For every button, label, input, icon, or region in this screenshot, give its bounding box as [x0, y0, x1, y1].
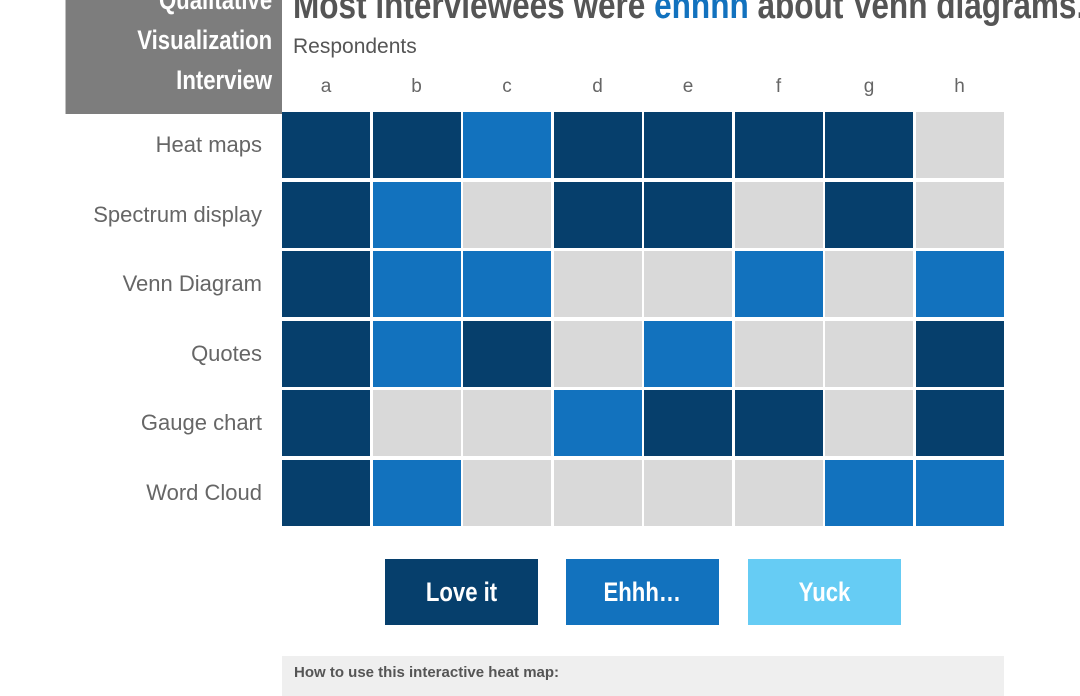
heatmap-cell[interactable] [553, 112, 642, 178]
column-label-h: h [954, 76, 965, 97]
heatmap-cell[interactable] [915, 320, 1004, 387]
legend-ehhh-button[interactable]: Ehhh… [566, 559, 719, 625]
row-label: Spectrum display [93, 201, 262, 227]
heatmap-cell[interactable] [825, 460, 913, 526]
heatmap-cell[interactable] [463, 112, 551, 178]
heatmap-cell[interactable] [282, 320, 370, 387]
heatmap-cell[interactable] [825, 320, 913, 387]
legend-yuck-button[interactable]: Yuck [748, 559, 901, 625]
column-label-g: g [863, 76, 875, 97]
heatmap-cell[interactable] [372, 181, 461, 248]
row-label: Word Cloud [146, 480, 262, 505]
column-label-a: a [320, 76, 332, 97]
heatmap-cell[interactable] [644, 390, 732, 457]
heatmap-cell[interactable] [915, 181, 1004, 248]
column-label-b: b [411, 76, 422, 97]
heatmap-cell[interactable] [553, 390, 642, 457]
heatmap-cell[interactable] [463, 320, 551, 387]
heatmap-cell[interactable] [734, 181, 823, 248]
heatmap-cell[interactable] [463, 460, 551, 526]
heatmap-cell[interactable] [915, 460, 1004, 526]
headline-before: Most interviewees were [293, 0, 655, 27]
heatmap-cell[interactable] [825, 251, 913, 318]
title-box: Qualitative Visualization Interview [65, 0, 282, 114]
row-label: Heat maps [155, 132, 262, 157]
heatmap-cell[interactable] [734, 390, 823, 457]
heatmap-cell[interactable] [644, 112, 732, 178]
column-label-f: f [775, 76, 782, 97]
column-label-c: c [502, 76, 512, 97]
column-label-e: e [682, 76, 694, 97]
heatmap-cell[interactable] [372, 112, 461, 178]
howto-text: How to use this interactive heat map: [294, 664, 560, 681]
title-line-1: Qualitative [158, 0, 273, 15]
heatmap-cell[interactable] [282, 390, 370, 457]
heatmap-cell[interactable] [734, 460, 823, 526]
heatmap-cell[interactable] [372, 390, 461, 457]
heatmap-cell[interactable] [825, 390, 913, 457]
heatmap-cell[interactable] [915, 112, 1004, 178]
heatmap-cell[interactable] [553, 181, 642, 248]
heatmap-cell[interactable] [463, 390, 551, 457]
legend-love-label: Love it [425, 577, 498, 607]
heatmap-cell[interactable] [282, 181, 370, 248]
heatmap-cell[interactable] [372, 460, 461, 526]
heatmap-cell[interactable] [644, 251, 732, 318]
heatmap-cell[interactable] [644, 320, 732, 387]
heatmap-cell[interactable] [915, 251, 1004, 318]
headline-highlight: ehhhh [654, 0, 749, 27]
heatmap-cell[interactable] [282, 251, 370, 318]
heatmap-cell[interactable] [463, 251, 551, 318]
howto-panel: How to use this interactive heat map: [282, 656, 1004, 696]
heatmap-cell[interactable] [825, 112, 913, 178]
row-label: Gauge chart [140, 410, 262, 436]
heatmap-cell[interactable] [644, 460, 732, 526]
legend-yuck-label: Yuck [798, 577, 851, 607]
title-line-3: Interview [176, 65, 273, 95]
heatmap-cell[interactable] [825, 181, 913, 248]
legend-ehhh-label: Ehhh… [603, 577, 682, 607]
heatmap-cell[interactable] [372, 320, 461, 387]
heatmap-cell[interactable] [734, 251, 823, 318]
heatmap-cell[interactable] [734, 320, 823, 387]
row-label: Venn Diagram [122, 271, 262, 297]
heatmap-cell[interactable] [553, 320, 642, 387]
heatmap-cell[interactable] [734, 112, 823, 178]
column-label-d: d [592, 76, 603, 97]
heatmap-cell[interactable] [372, 251, 461, 318]
row-label: Quotes [191, 340, 262, 366]
title-line-2: Visualization [137, 25, 273, 55]
x-axis-label: Respondents [293, 35, 417, 58]
heatmap-cell[interactable] [282, 460, 370, 526]
headline-after: about Venn diagrams. [748, 0, 1080, 27]
heatmap-cell[interactable] [915, 390, 1004, 457]
heatmap-cell[interactable] [463, 181, 551, 248]
heatmap-cell[interactable] [553, 251, 642, 318]
legend-love-button[interactable]: Love it [385, 559, 538, 625]
heatmap-cell[interactable] [644, 181, 732, 248]
heatmap-cell[interactable] [553, 460, 642, 526]
headline: Most interviewees were ehhhh about Venn … [293, 0, 1080, 28]
heatmap-cell[interactable] [282, 112, 370, 178]
